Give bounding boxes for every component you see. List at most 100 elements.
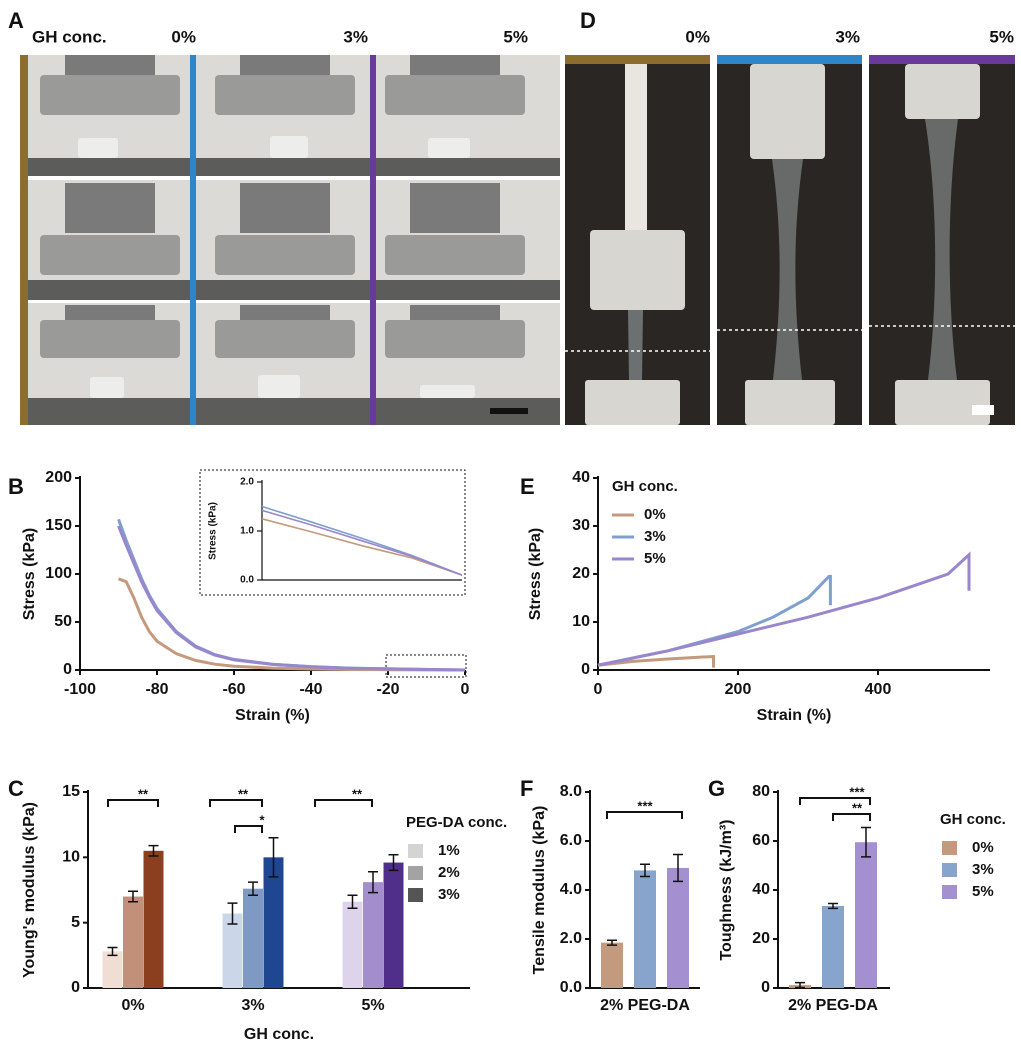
x-tick-label: 3% — [241, 997, 264, 1014]
photo-panel-d — [565, 55, 1015, 425]
column-label: 3% — [835, 27, 860, 46]
column-label: 5% — [989, 27, 1014, 46]
error-bar — [128, 890, 138, 903]
y-tick-label: 30 — [572, 517, 590, 534]
y-tick-label: 200 — [45, 469, 72, 486]
legend-label: 2% — [438, 864, 460, 881]
x-tick-label: 200 — [725, 681, 752, 698]
bar — [342, 901, 363, 988]
bar — [263, 857, 284, 988]
bar — [601, 942, 623, 988]
panel-letter: G — [708, 776, 725, 801]
error-bar — [107, 946, 118, 957]
error-bar — [828, 902, 838, 910]
y-axis-label: Tensile modulus (kPa) — [531, 806, 548, 975]
significance-bracket — [606, 811, 683, 819]
bar — [123, 896, 143, 988]
x-tick-label: -60 — [222, 681, 245, 698]
y-tick-label: 60 — [752, 832, 770, 849]
error-bar — [347, 894, 358, 910]
y-axis-label: Stress (kPa) — [208, 502, 219, 560]
significance-bracket — [107, 799, 159, 807]
error-bar — [861, 826, 871, 858]
y-tick-label: 0 — [761, 979, 770, 996]
y-tick-label: 0.0 — [560, 979, 582, 996]
legend-label: 3% — [972, 861, 994, 878]
legend-label: 0% — [644, 506, 666, 523]
y-tick-label: 150 — [45, 517, 72, 534]
legend-label: 0% — [972, 839, 994, 856]
x-tick-label: -100 — [64, 681, 96, 698]
significance-label: *** — [849, 784, 865, 799]
y-tick-label: 0 — [71, 979, 80, 996]
zoom-region — [385, 654, 467, 678]
legend-swatch — [408, 844, 423, 858]
legend-swatch — [942, 841, 957, 855]
y-tick-label: 20 — [572, 565, 590, 582]
x-tick-label: 2% PEG-DA — [788, 997, 878, 1014]
error-bar — [368, 870, 378, 894]
x-tick-label: 0 — [461, 681, 470, 698]
bar — [102, 951, 123, 988]
y-tick-label: 0 — [63, 661, 72, 678]
legend-label: 5% — [644, 550, 666, 567]
y-axis-label: Stress (kPa) — [527, 528, 544, 621]
y-tick-label: 0.0 — [240, 575, 254, 586]
error-bar — [640, 863, 650, 878]
x-axis-label: GH conc. — [244, 1026, 314, 1043]
panel-letter: C — [8, 776, 24, 801]
significance-label: ** — [852, 800, 863, 815]
significance-label: ** — [352, 786, 363, 801]
column-label: 0% — [685, 27, 710, 46]
y-tick-label: 8.0 — [560, 783, 582, 800]
legend-title: PEG-DA conc. — [406, 814, 507, 831]
y-tick-label: 2.0 — [240, 477, 254, 488]
y-tick-label: 4.0 — [560, 881, 582, 898]
x-tick-label: 2% PEG-DA — [600, 997, 690, 1014]
photo-header: GH conc. — [32, 27, 107, 46]
legend-label: 3% — [438, 886, 460, 903]
bar — [822, 905, 844, 988]
y-axis-label: Young's modulus (kPa) — [21, 802, 38, 978]
bar — [383, 862, 404, 988]
panel-letter: D — [580, 8, 596, 33]
y-tick-label: 100 — [45, 565, 72, 582]
error-bar — [148, 844, 159, 857]
x-axis-label: Strain (%) — [757, 707, 832, 724]
panel-letter: E — [520, 474, 535, 499]
bar — [855, 842, 877, 988]
legend-label: 5% — [972, 883, 994, 900]
photo-panel-a — [20, 55, 560, 425]
significance-bracket — [314, 799, 373, 807]
y-axis-label: Stress (kPa) — [21, 528, 38, 621]
y-tick-label: 50 — [54, 613, 72, 630]
significance-label: ** — [238, 786, 249, 801]
legend-swatch — [408, 888, 423, 902]
bar — [634, 870, 656, 988]
y-tick-label: 15 — [62, 783, 80, 800]
panel-letter: B — [8, 474, 24, 499]
significance-bracket — [832, 813, 871, 821]
y-tick-label: 2.0 — [560, 930, 582, 947]
y-axis-label: Toughness (kJ/m³) — [718, 819, 735, 960]
error-bar — [388, 853, 399, 872]
x-tick-label: 0 — [594, 681, 603, 698]
legend-swatch — [942, 885, 957, 899]
bar — [222, 913, 243, 988]
y-tick-label: 0 — [581, 661, 590, 678]
y-tick-label: 10 — [572, 613, 590, 630]
line-series — [261, 509, 463, 576]
bar — [363, 882, 383, 988]
panel-letter: F — [520, 776, 533, 801]
legend-swatch — [408, 866, 423, 880]
line-series — [117, 525, 466, 672]
legend-title: GH conc. — [940, 811, 1006, 828]
significance-bracket — [234, 825, 263, 833]
x-axis-label: Strain (%) — [235, 707, 310, 724]
bar — [143, 850, 164, 988]
legend-label: 1% — [438, 842, 460, 859]
x-tick-label: -40 — [299, 681, 322, 698]
error-bar — [673, 853, 683, 883]
